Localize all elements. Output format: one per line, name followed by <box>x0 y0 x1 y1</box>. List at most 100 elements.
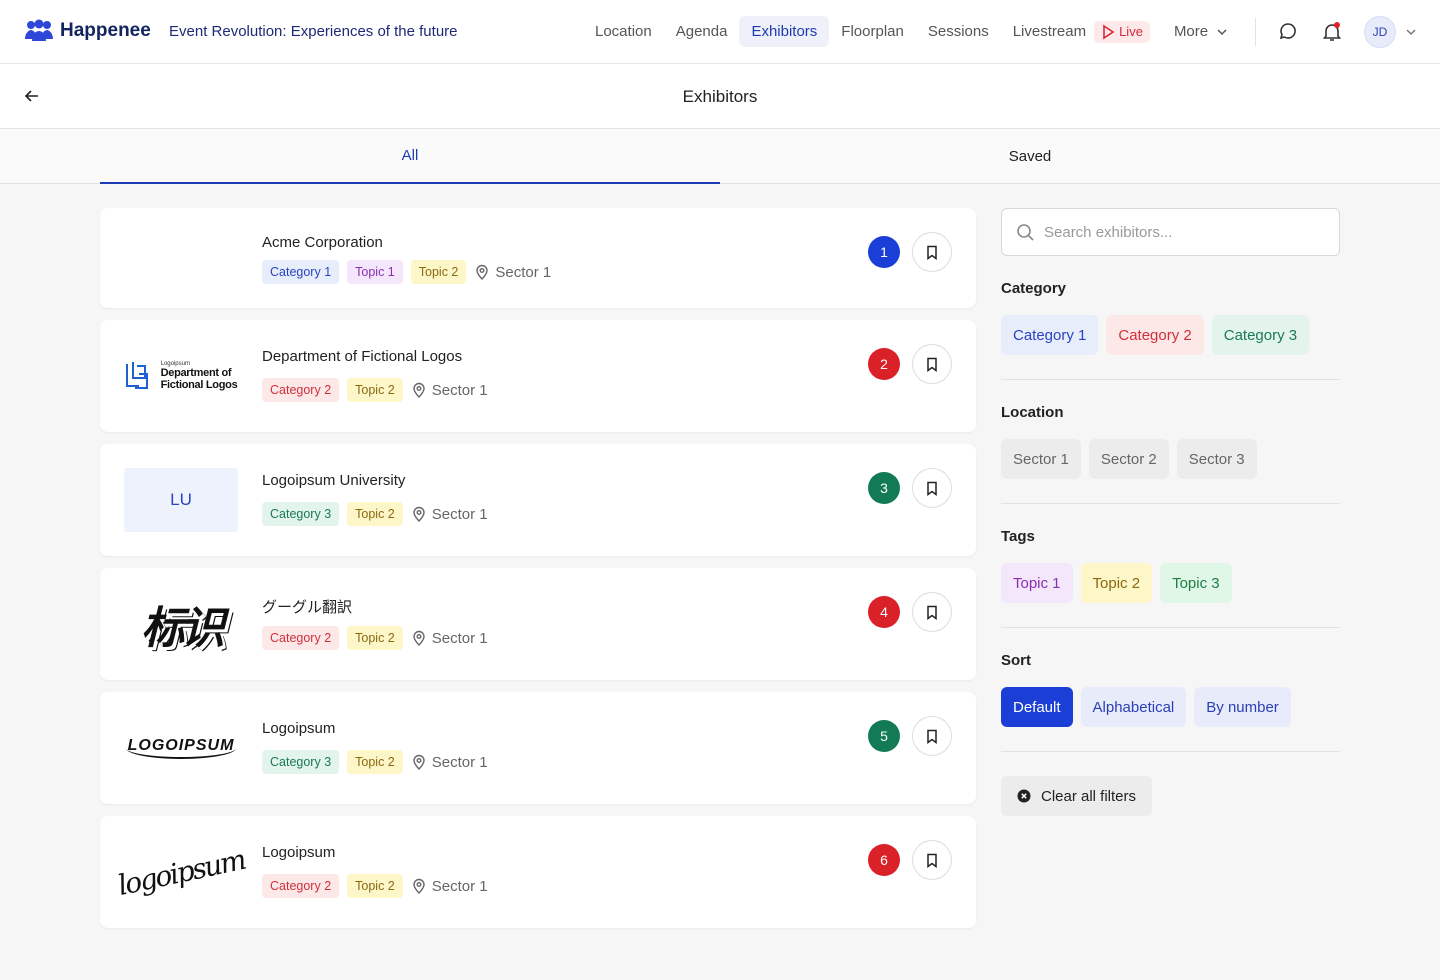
filter-chip[interactable]: Sector 2 <box>1088 439 1169 479</box>
bookmark-button[interactable] <box>912 344 952 384</box>
topic-tag: Topic 2 <box>347 874 403 898</box>
pin-icon <box>413 754 425 770</box>
exhibitor-name[interactable]: Logoipsum <box>262 844 336 861</box>
filter-chip[interactable]: Alphabetical <box>1080 687 1187 727</box>
bookmark-button[interactable] <box>912 840 952 880</box>
brand[interactable]: Happenee <box>24 19 151 43</box>
bookmark-button[interactable] <box>912 468 952 508</box>
pin-icon <box>413 382 425 398</box>
brand-icon <box>25 19 53 41</box>
filter-chip[interactable]: Topic 2 <box>1080 563 1153 603</box>
logo: LOGOIPSUM <box>124 716 238 780</box>
filter-options: Sector 1 Sector 2 Sector 3 <box>1001 439 1340 479</box>
number-badge: 5 <box>868 720 900 752</box>
bookmark-button[interactable] <box>912 232 952 272</box>
topic-tag: Topic 2 <box>347 750 403 774</box>
exhibitor-name[interactable]: グーグル翻訳 <box>262 599 353 616</box>
exhibitor-meta: Category 3 Topic 2 Sector 1 <box>262 750 488 774</box>
location-label: Sector 1 <box>431 381 488 399</box>
exhibitor-card[interactable]: Logoipsum Department of Fictional Logos Dep… <box>100 320 976 432</box>
nav-item[interactable]: Sessions <box>927 23 989 40</box>
logo-text: LOGOIPSUM <box>125 737 237 759</box>
number-badge: 1 <box>868 236 900 268</box>
bookmark-icon <box>927 605 937 620</box>
category-tag: Category 2 <box>262 626 340 650</box>
more-label: More <box>1173 23 1209 40</box>
exhibitor-meta: Category 3 Topic 2 Sector 1 <box>262 502 488 526</box>
exhibitor-card[interactable]: LOGOIPSUM Logoipsum Category 3 Topic 2 Secto… <box>100 692 976 804</box>
filter-chip[interactable]: Category 2 <box>1106 315 1204 355</box>
tabs: All Saved <box>0 129 1440 184</box>
back-button[interactable] <box>24 88 40 104</box>
topic-tag: Topic 2 <box>347 502 403 526</box>
notifications-icon[interactable] <box>1323 22 1341 42</box>
filter-options: Category 1 Category 2 Category 3 <box>1001 315 1340 355</box>
live-label: Live <box>1119 24 1143 39</box>
clear-filters[interactable]: Clear all filters <box>1001 776 1153 816</box>
exhibitor-list: Acme Corporation Category 1 Topic 1 Topic 2… <box>100 208 976 940</box>
logo-text: 标识 <box>141 604 225 653</box>
logo-mark: Logoipsum Department of Fictional Logos <box>125 360 238 392</box>
location-label: Sector 1 <box>431 877 488 895</box>
exhibitor-name[interactable]: Acme Corporation <box>262 234 383 251</box>
location-label: Sector 1 <box>431 753 488 771</box>
bookmark-icon <box>927 245 937 260</box>
bookmark-icon <box>927 481 937 496</box>
chevron[interactable] <box>1405 26 1417 38</box>
filter-chip[interactable]: Sector 1 <box>1001 439 1081 479</box>
logo: 标识 <box>124 592 238 656</box>
filter-chip[interactable]: Topic 1 <box>1001 563 1073 603</box>
location: Sector 1 <box>411 878 488 895</box>
logo-text: logoipsum <box>114 842 248 902</box>
main-nav: Location Agenda Exhibitors Floorplan Session… <box>583 16 1240 47</box>
exhibitor-card[interactable]: 标识 グーグル翻訳 Category 2 Topic 2 Sector 1 4 <box>100 568 976 680</box>
exhibitor-card[interactable]: logoipsum Logoipsum Category 2 Topic 2 Secto… <box>100 816 976 928</box>
nav-item[interactable]: Agenda <box>675 23 728 40</box>
filter-group: Tags Topic 1 Topic 2 Topic 3 <box>1001 504 1340 628</box>
exhibitor-name[interactable]: Logoipsum University <box>262 472 406 489</box>
avatar[interactable]: JD <box>1364 16 1396 48</box>
filter-groups: Category Category 1 Category 2 Category 3 Lo… <box>1001 256 1340 752</box>
category-tag: Category 3 <box>262 750 340 774</box>
exhibitor-name[interactable]: Department of Fictional Logos <box>262 348 463 365</box>
chat-icon[interactable] <box>1279 22 1297 40</box>
nav-item[interactable]: Livestream <box>1012 23 1087 40</box>
more-menu[interactable]: More <box>1162 23 1240 40</box>
logo: logoipsum <box>115 840 247 904</box>
filter-chip[interactable]: Sector 3 <box>1176 439 1257 479</box>
location: Sector 1 <box>411 630 488 647</box>
topic-tag: Topic 1 <box>347 260 403 284</box>
live-badge[interactable]: Live <box>1094 20 1150 43</box>
location: Sector 1 <box>411 506 488 523</box>
logo-icon <box>125 362 148 389</box>
logo-text: LU <box>124 468 238 532</box>
bookmark-button[interactable] <box>912 716 952 756</box>
filter-chip[interactable]: Category 3 <box>1211 315 1310 355</box>
filter-title: Sort <box>1001 652 1031 669</box>
filter-options: Topic 1 Topic 2 Topic 3 <box>1001 563 1340 603</box>
tab[interactable]: Saved <box>1008 148 1052 165</box>
search-icon <box>1017 224 1034 241</box>
filter-chip[interactable]: Category 1 <box>1001 315 1099 355</box>
exhibitor-meta: Category 2 Topic 2 Sector 1 <box>262 874 488 898</box>
filter-title: Tags <box>1001 528 1035 545</box>
search-box[interactable]: Search exhibitors... <box>1001 208 1340 256</box>
bookmark-button[interactable] <box>912 592 952 632</box>
nav-item[interactable]: Floorplan <box>841 23 904 40</box>
chevron <box>1217 28 1227 35</box>
location-label: Sector 1 <box>495 263 552 281</box>
exhibitor-card[interactable]: Acme Corporation Category 1 Topic 1 Topic 2… <box>100 208 976 308</box>
filter-chip[interactable]: By number <box>1194 687 1291 727</box>
logo-line: Fictional Logos <box>160 379 238 391</box>
filter-group: Location Sector 1 Sector 2 Sector 3 <box>1001 380 1340 504</box>
exhibitor-name[interactable]: Logoipsum <box>262 720 336 737</box>
nav-item[interactable]: Exhibitors <box>739 16 830 47</box>
nav-item[interactable]: Location <box>595 23 652 40</box>
filter-chip[interactable]: Topic 3 <box>1160 563 1232 603</box>
number-badge: 3 <box>868 472 900 504</box>
topic-tag: Topic 2 <box>347 626 403 650</box>
exhibitor-card[interactable]: LU Logoipsum University Category 3 Topic 2 S… <box>100 444 976 556</box>
filter-chip[interactable]: Default <box>1001 687 1073 727</box>
tab[interactable]: All <box>100 129 720 184</box>
